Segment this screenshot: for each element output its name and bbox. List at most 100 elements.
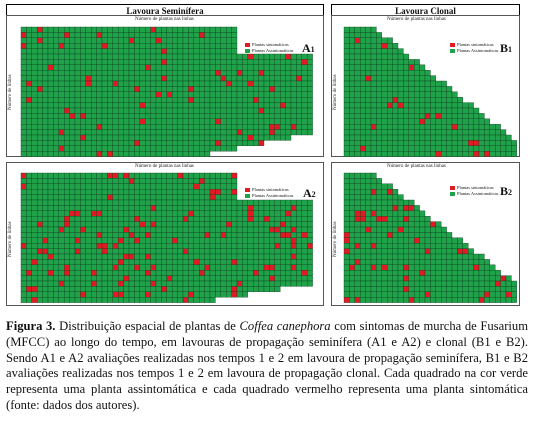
asymptomatic-plant bbox=[381, 64, 388, 71]
asymptomatic-plant bbox=[69, 26, 76, 33]
asymptomatic-plant bbox=[74, 286, 81, 292]
asymptomatic-plant bbox=[91, 113, 97, 119]
asymptomatic-plant bbox=[64, 118, 70, 125]
asymptomatic-plant bbox=[128, 286, 135, 292]
asymptomatic-plant bbox=[107, 129, 113, 136]
asymptomatic-plant bbox=[397, 194, 404, 201]
asymptomatic-plant bbox=[242, 124, 248, 130]
asymptomatic-plant bbox=[301, 64, 308, 71]
asymptomatic-plant bbox=[53, 221, 59, 228]
asymptomatic-plant bbox=[419, 210, 426, 217]
asymptomatic-plant bbox=[381, 221, 388, 228]
asymptomatic-plant bbox=[53, 124, 59, 130]
asymptomatic-plant bbox=[31, 91, 38, 98]
asymptomatic-plant bbox=[182, 64, 189, 71]
asymptomatic-plant bbox=[370, 86, 377, 92]
asymptomatic-plant bbox=[91, 291, 97, 298]
asymptomatic-plant bbox=[365, 172, 372, 179]
asymptomatic-plant bbox=[360, 80, 366, 87]
asymptomatic-plant bbox=[280, 205, 286, 211]
symptomatic-plant bbox=[188, 291, 194, 298]
asymptomatic-plant bbox=[343, 75, 350, 82]
asymptomatic-plant bbox=[263, 243, 270, 249]
asymptomatic-plant bbox=[31, 248, 38, 255]
asymptomatic-plant bbox=[360, 259, 366, 265]
asymptomatic-plant bbox=[349, 259, 355, 265]
asymptomatic-plant bbox=[26, 151, 32, 157]
asymptomatic-plant bbox=[360, 232, 366, 238]
asymptomatic-plant bbox=[193, 113, 200, 119]
asymptomatic-plant bbox=[172, 280, 178, 287]
asymptomatic-plant bbox=[101, 210, 108, 217]
asymptomatic-plant bbox=[123, 232, 130, 238]
asymptomatic-plant bbox=[182, 70, 189, 76]
asymptomatic-plant bbox=[182, 280, 189, 287]
asymptomatic-plant bbox=[161, 178, 167, 184]
symptomatic-plant bbox=[112, 80, 119, 87]
asymptomatic-plant bbox=[161, 253, 167, 260]
asymptomatic-plant bbox=[269, 107, 275, 114]
asymptomatic-plant bbox=[112, 53, 119, 60]
asymptomatic-plant bbox=[500, 145, 507, 152]
asymptomatic-plant bbox=[387, 237, 393, 244]
asymptomatic-plant bbox=[236, 221, 243, 228]
asymptomatic-plant bbox=[182, 102, 189, 109]
asymptomatic-plant bbox=[435, 248, 442, 255]
asymptomatic-plant bbox=[392, 232, 399, 238]
symptomatic-plant bbox=[343, 237, 350, 244]
asymptomatic-plant bbox=[285, 199, 292, 206]
asymptomatic-plant bbox=[301, 259, 308, 265]
asymptomatic-plant bbox=[354, 75, 361, 82]
asymptomatic-plant bbox=[451, 113, 458, 119]
asymptomatic-plant bbox=[220, 259, 227, 265]
asymptomatic-plant bbox=[139, 216, 146, 222]
asymptomatic-plant bbox=[387, 280, 393, 287]
asymptomatic-plant bbox=[296, 118, 302, 125]
asymptomatic-plant bbox=[495, 145, 501, 152]
asymptomatic-plant bbox=[53, 216, 59, 222]
asymptomatic-plant bbox=[161, 145, 167, 152]
asymptomatic-plant bbox=[343, 48, 350, 55]
asymptomatic-plant bbox=[263, 210, 270, 217]
asymptomatic-plant bbox=[269, 53, 275, 60]
asymptomatic-plant bbox=[145, 221, 151, 228]
asymptomatic-plant bbox=[220, 194, 227, 201]
asymptomatic-plant bbox=[204, 199, 211, 206]
asymptomatic-plant bbox=[204, 259, 211, 265]
asymptomatic-plant bbox=[204, 48, 211, 55]
asymptomatic-plant bbox=[134, 26, 140, 33]
asymptomatic-plant bbox=[91, 264, 97, 271]
asymptomatic-plant bbox=[107, 53, 113, 60]
asymptomatic-plant bbox=[419, 297, 426, 303]
asymptomatic-plant bbox=[215, 183, 221, 190]
asymptomatic-plant bbox=[343, 140, 350, 146]
asymptomatic-plant bbox=[118, 113, 124, 119]
asymptomatic-plant bbox=[220, 140, 227, 146]
asymptomatic-plant bbox=[118, 48, 124, 55]
asymptomatic-plant bbox=[226, 26, 232, 33]
symptomatic-plant bbox=[247, 205, 254, 211]
asymptomatic-plant bbox=[376, 280, 382, 287]
asymptomatic-plant bbox=[150, 32, 157, 38]
asymptomatic-plant bbox=[424, 124, 431, 130]
asymptomatic-plant bbox=[204, 118, 211, 125]
asymptomatic-plant bbox=[199, 226, 205, 233]
symptomatic-plant bbox=[215, 70, 221, 76]
asymptomatic-plant bbox=[408, 264, 415, 271]
asymptomatic-plant bbox=[204, 80, 211, 87]
asymptomatic-plant bbox=[343, 97, 350, 103]
asymptomatic-plant bbox=[101, 232, 108, 238]
asymptomatic-plant bbox=[215, 275, 221, 282]
asymptomatic-plant bbox=[37, 237, 43, 244]
symptomatic-plant bbox=[220, 75, 227, 82]
asymptomatic-plant bbox=[80, 107, 86, 114]
asymptomatic-plant bbox=[301, 97, 308, 103]
panel-label-a1: A1 bbox=[302, 41, 315, 55]
asymptomatic-plant bbox=[123, 91, 130, 98]
asymptomatic-plant bbox=[408, 145, 415, 152]
asymptomatic-plant bbox=[188, 26, 194, 33]
asymptomatic-plant bbox=[424, 275, 431, 282]
asymptomatic-plant bbox=[435, 97, 442, 103]
asymptomatic-plant bbox=[112, 226, 119, 233]
asymptomatic-plant bbox=[85, 26, 92, 33]
